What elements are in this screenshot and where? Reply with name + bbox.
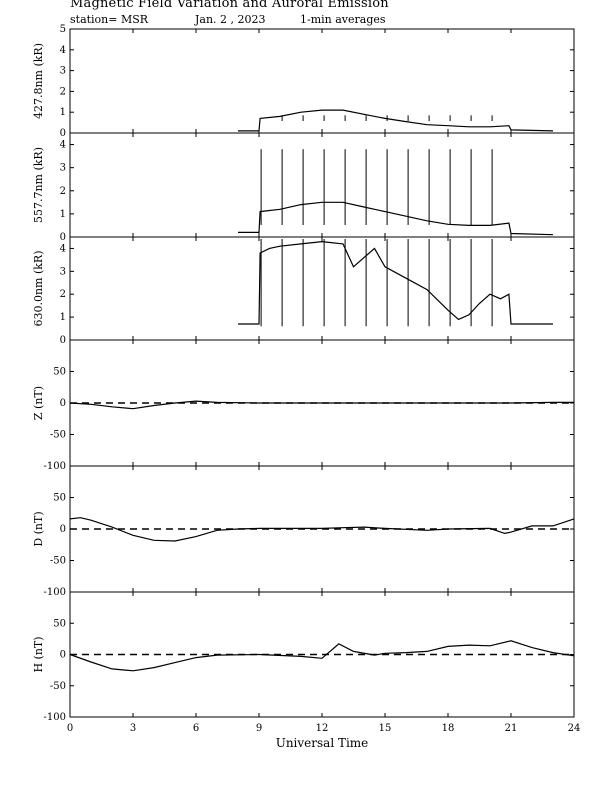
y-tick-label: 0 bbox=[60, 128, 66, 139]
y-axis-label: D (nT) bbox=[32, 511, 45, 546]
y-tick-label: 3 bbox=[60, 266, 66, 277]
y-axis-label: H (nT) bbox=[32, 636, 45, 672]
chart-title: Magnetic Field Variation and Auroral Emi… bbox=[70, 0, 389, 11]
y-tick-label: 1 bbox=[60, 312, 66, 323]
y-tick-label: 4 bbox=[60, 45, 66, 56]
y-tick-label: -50 bbox=[50, 681, 66, 692]
y-tick-label: 3 bbox=[60, 163, 66, 174]
y-tick-label: -50 bbox=[50, 430, 66, 441]
x-tick-label: 21 bbox=[505, 723, 518, 734]
series-line bbox=[238, 240, 553, 325]
y-tick-label: 5 bbox=[60, 24, 66, 35]
x-tick-label: 6 bbox=[193, 723, 199, 734]
y-tick-label: 0 bbox=[60, 524, 66, 535]
y-tick-label: 4 bbox=[60, 243, 66, 254]
x-axis-label: Universal Time bbox=[276, 736, 369, 750]
y-tick-label: 0 bbox=[60, 232, 66, 243]
x-tick-label: 18 bbox=[442, 723, 455, 734]
y-axis-label: 427.8nm (kR) bbox=[32, 43, 45, 119]
series-line bbox=[69, 517, 575, 542]
y-tick-label: -100 bbox=[44, 587, 66, 598]
series-line bbox=[69, 400, 574, 410]
y-axis-label: Z (nT) bbox=[32, 386, 45, 420]
x-tick-label: 15 bbox=[379, 723, 392, 734]
y-tick-label: -100 bbox=[44, 712, 66, 723]
y-tick-label: 50 bbox=[53, 367, 66, 378]
y-axis-label: 630.0nm (kR) bbox=[32, 250, 45, 326]
x-tick-label: 24 bbox=[568, 723, 581, 734]
panel-frame-1 bbox=[69, 28, 575, 134]
y-axis-label: 557.7nm (kR) bbox=[32, 147, 45, 223]
date-label: Jan. 2 , 2023 bbox=[195, 13, 266, 26]
panel-frame-3 bbox=[69, 236, 575, 341]
x-tick-label: 0 bbox=[67, 723, 73, 734]
averaging-label: 1-min averages bbox=[300, 13, 386, 26]
x-tick-label: 3 bbox=[130, 723, 136, 734]
station-label: station= MSR bbox=[70, 13, 149, 26]
y-tick-label: 50 bbox=[53, 493, 66, 504]
x-tick-label: 12 bbox=[316, 723, 329, 734]
y-tick-label: 1 bbox=[60, 209, 66, 220]
x-tick-label: 9 bbox=[256, 723, 262, 734]
y-tick-label: 50 bbox=[53, 618, 66, 629]
series-line bbox=[238, 201, 554, 236]
y-tick-label: 0 bbox=[60, 335, 66, 346]
series-line bbox=[69, 640, 575, 672]
y-tick-label: 3 bbox=[60, 66, 66, 77]
y-tick-label: -100 bbox=[44, 461, 66, 472]
y-tick-label: 0 bbox=[60, 650, 66, 661]
y-tick-label: 2 bbox=[60, 86, 66, 97]
y-tick-label: -50 bbox=[50, 556, 66, 567]
panel-frame-2 bbox=[69, 132, 575, 238]
y-tick-label: 4 bbox=[60, 140, 66, 151]
y-tick-label: 1 bbox=[60, 107, 66, 118]
series-line bbox=[238, 109, 554, 132]
y-tick-label: 2 bbox=[60, 186, 66, 197]
y-tick-label: 0 bbox=[60, 398, 66, 409]
y-tick-label: 2 bbox=[60, 289, 66, 300]
